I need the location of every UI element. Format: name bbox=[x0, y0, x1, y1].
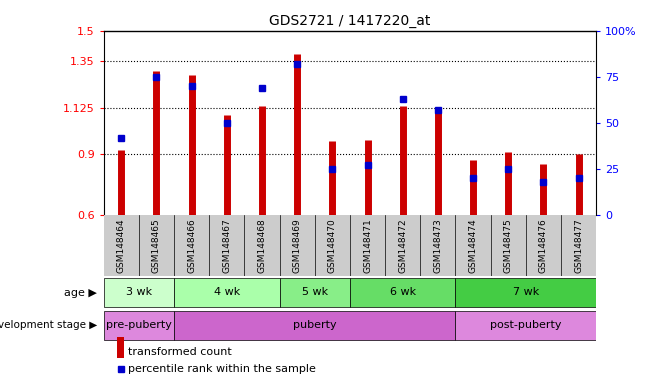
Text: puberty: puberty bbox=[293, 320, 336, 330]
Text: GSM148471: GSM148471 bbox=[363, 218, 372, 273]
Text: GSM148470: GSM148470 bbox=[328, 218, 337, 273]
Text: GSM148465: GSM148465 bbox=[152, 218, 161, 273]
Text: percentile rank within the sample: percentile rank within the sample bbox=[128, 364, 316, 374]
Bar bbox=[104, 278, 174, 308]
Text: GSM148469: GSM148469 bbox=[293, 218, 302, 273]
Bar bbox=[456, 311, 596, 340]
Bar bbox=[174, 278, 279, 308]
Text: GSM148468: GSM148468 bbox=[257, 218, 266, 273]
Text: 3 wk: 3 wk bbox=[126, 287, 152, 297]
Text: age ▶: age ▶ bbox=[64, 288, 97, 298]
Text: 6 wk: 6 wk bbox=[389, 287, 416, 297]
Text: GSM148473: GSM148473 bbox=[434, 218, 443, 273]
Text: GSM148472: GSM148472 bbox=[398, 218, 407, 273]
Text: post-puberty: post-puberty bbox=[490, 320, 562, 330]
Text: 4 wk: 4 wk bbox=[214, 287, 240, 297]
Text: GSM148477: GSM148477 bbox=[574, 218, 583, 273]
Bar bbox=[104, 311, 174, 340]
Text: pre-puberty: pre-puberty bbox=[106, 320, 172, 330]
Bar bbox=[350, 278, 456, 308]
Bar bbox=[279, 278, 350, 308]
Bar bbox=[174, 311, 456, 340]
Text: GSM148464: GSM148464 bbox=[117, 218, 126, 273]
Text: GSM148467: GSM148467 bbox=[222, 218, 231, 273]
Text: GSM148475: GSM148475 bbox=[503, 218, 513, 273]
Text: development stage ▶: development stage ▶ bbox=[0, 320, 97, 331]
Text: 7 wk: 7 wk bbox=[513, 287, 539, 297]
Text: GSM148474: GSM148474 bbox=[469, 218, 478, 273]
Title: GDS2721 / 1417220_at: GDS2721 / 1417220_at bbox=[269, 14, 431, 28]
Text: GSM148476: GSM148476 bbox=[539, 218, 548, 273]
Bar bbox=[456, 278, 596, 308]
Text: transformed count: transformed count bbox=[128, 347, 232, 357]
Text: 5 wk: 5 wk bbox=[302, 287, 328, 297]
Text: GSM148466: GSM148466 bbox=[187, 218, 196, 273]
